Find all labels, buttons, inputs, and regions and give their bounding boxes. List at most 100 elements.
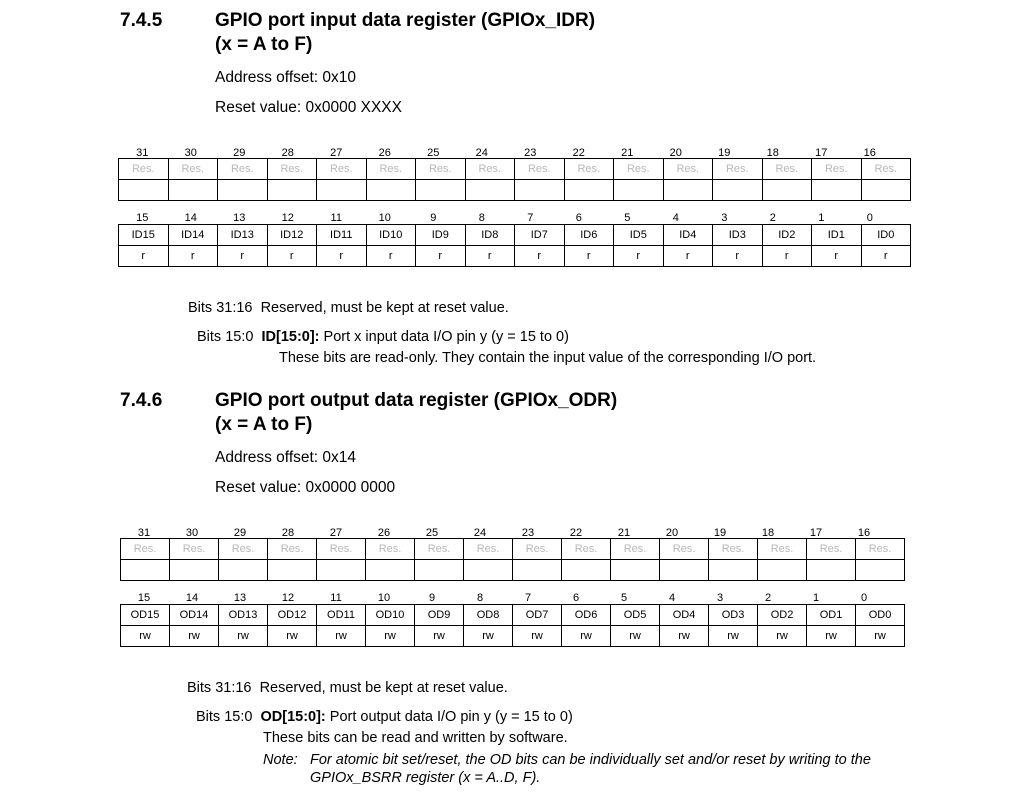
- reserved-field: Res.: [365, 158, 416, 180]
- bit-number: 19: [713, 527, 727, 539]
- bit-number: 18: [766, 147, 779, 159]
- bit-number: 10: [378, 212, 391, 224]
- empty-access-cell: [415, 179, 466, 201]
- bit-number: 7: [527, 212, 534, 224]
- empty-access-cell: [120, 559, 170, 581]
- empty-access-cell: [169, 559, 219, 581]
- access-type: r: [811, 245, 862, 267]
- empty-access-cell: [267, 559, 317, 581]
- lower-register-table: OD15 OD14 OD13 OD12 OD11 OD10 OD9 OD8 OD7 OD6 OD5 O…: [120, 604, 905, 647]
- reserved-field: Res.: [169, 538, 219, 560]
- bit-field-name: OD7: [512, 604, 562, 626]
- section-title-line1: GPIO port input data register (GPIOx_IDR…: [215, 10, 596, 31]
- access-type: rw: [365, 625, 415, 647]
- reserved-field: Res.: [415, 158, 466, 180]
- bit-number: 9: [428, 592, 436, 604]
- empty-access-cell: [610, 559, 660, 581]
- bit-number: 28: [281, 527, 295, 539]
- bit-field-name: ID4: [662, 224, 713, 246]
- section-number: 7.4.6: [120, 390, 163, 411]
- lower-register-table: ID15 ID14 ID13 ID12 ID11 ID10 ID9 ID8 ID7 ID6 ID5 I…: [118, 224, 911, 267]
- data-bits-field: OD[15:0]:: [260, 709, 326, 725]
- bit-number: 18: [761, 527, 775, 539]
- reserved-field: Res.: [659, 538, 709, 560]
- reserved-field: Res.: [514, 158, 565, 180]
- reserved-field: Res.: [365, 538, 415, 560]
- bit-number: 6: [572, 592, 580, 604]
- bit-number: 0: [860, 592, 868, 604]
- reserved-field: Res.: [316, 538, 366, 560]
- empty-access-cell: [563, 179, 614, 201]
- reserved-field: Res.: [561, 538, 611, 560]
- bit-number: 14: [185, 592, 199, 604]
- empty-access-cell: [316, 559, 366, 581]
- upper-register-table: Res. Res. Res. Res. Res. Res. Res. Res. Res. Res.…: [120, 538, 905, 581]
- data-bits-text: Port x input data I/O pin y (y = 15 to 0…: [319, 329, 569, 345]
- empty-access-cell: [855, 559, 905, 581]
- reserved-field: Res.: [267, 538, 317, 560]
- section-title-line1: GPIO port output data register (GPIOx_OD…: [215, 390, 618, 411]
- empty-access-cell: [514, 179, 565, 201]
- register-row: ID15 ID14 ID13 ID12 ID11 ID10 ID9 ID8 ID7 ID6 ID5 I…: [118, 224, 911, 246]
- empty-access-cell: [708, 559, 758, 581]
- bit-number: 2: [764, 592, 772, 604]
- bit-number: 15: [136, 212, 149, 224]
- bit-number: 5: [624, 212, 631, 224]
- reserved-field: Res.: [218, 538, 268, 560]
- bit-number: 13: [233, 592, 247, 604]
- access-type: rw: [708, 625, 758, 647]
- access-type: r: [712, 245, 763, 267]
- reserved-field: Res.: [855, 538, 905, 560]
- data-bits-detail: These bits can be read and written by so…: [263, 730, 568, 746]
- bit-number: 31: [137, 527, 151, 539]
- reserved-bits-description: Bits 31:16 Reserved, must be kept at res…: [188, 300, 509, 316]
- empty-access-cell: [464, 179, 515, 201]
- section-number: 7.4.5: [120, 10, 163, 31]
- reserved-field: Res.: [806, 538, 856, 560]
- access-type: r: [860, 245, 911, 267]
- data-bits-description: Bits 15:0 OD[15:0]: Port output data I/O…: [196, 709, 573, 725]
- data-bits-text: Port output data I/O pin y (y = 15 to 0): [325, 709, 573, 725]
- empty-access-cell: [761, 179, 812, 201]
- bit-field-name: ID8: [464, 224, 515, 246]
- reset-value: Reset value: 0x0000 XXXX: [215, 99, 402, 116]
- bit-number: 29: [233, 527, 247, 539]
- access-type: rw: [316, 625, 366, 647]
- bit-field-name: ID0: [860, 224, 911, 246]
- bit-number: 2: [769, 212, 776, 224]
- reserved-field: Res.: [463, 538, 513, 560]
- reserved-field: Res.: [563, 158, 614, 180]
- bit-number: 21: [617, 527, 631, 539]
- access-type: rw: [267, 625, 317, 647]
- reserved-field: Res.: [712, 158, 763, 180]
- bit-number: 11: [330, 592, 342, 604]
- reserved-field: Res.: [613, 158, 664, 180]
- upper-register-table: Res. Res. Res. Res. Res. Res. Res. Res. Res. Res.…: [118, 158, 911, 201]
- reserved-field: Res.: [761, 158, 812, 180]
- access-type: r: [662, 245, 713, 267]
- empty-access-cell: [167, 179, 218, 201]
- reserved-field: Res.: [316, 158, 367, 180]
- empty-access-cell: [512, 559, 562, 581]
- bit-field-name: ID2: [761, 224, 812, 246]
- access-type: rw: [169, 625, 219, 647]
- register-row: OD15 OD14 OD13 OD12 OD11 OD10 OD9 OD8 OD7 OD6 OD5 O…: [120, 604, 905, 626]
- register-row: Res. Res. Res. Res. Res. Res. Res. Res. Res. Res.…: [120, 538, 905, 560]
- access-type: rw: [757, 625, 807, 647]
- address-offset: Address offset: 0x14: [215, 449, 357, 466]
- bit-field-name: ID12: [266, 224, 317, 246]
- reserved-bits-range: Bits 31:16: [188, 300, 253, 316]
- access-type: r: [365, 245, 416, 267]
- access-type: r: [217, 245, 268, 267]
- empty-access-cell: [860, 179, 911, 201]
- empty-access-cell: [712, 179, 763, 201]
- bit-number: 16: [857, 527, 871, 539]
- bit-number: 3: [721, 212, 728, 224]
- bit-number: 20: [669, 147, 682, 159]
- access-type: r: [316, 245, 367, 267]
- empty-access-cell: [806, 559, 856, 581]
- reserved-bits-text: Reserved, must be kept at reset value.: [260, 300, 509, 316]
- reserved-bits-text: Reserved, must be kept at reset value.: [259, 680, 508, 696]
- access-type: rw: [659, 625, 709, 647]
- bit-number: 20: [665, 527, 679, 539]
